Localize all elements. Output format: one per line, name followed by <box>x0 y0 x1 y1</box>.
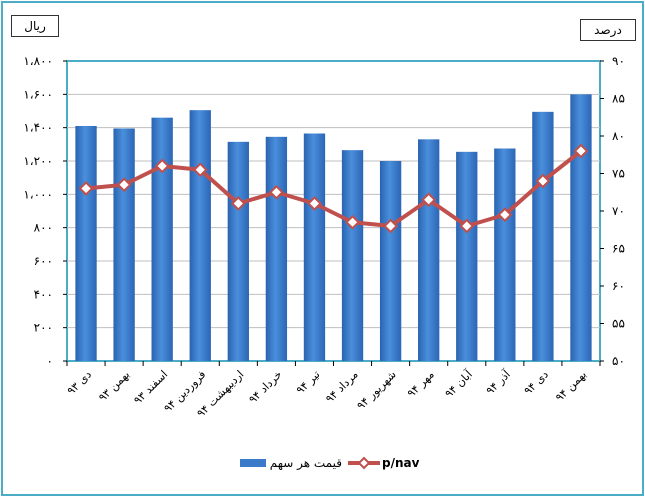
right-tick-label: ۷۵ <box>612 167 625 181</box>
left-tick-label: ۱،۰۰۰ <box>23 187 53 201</box>
pnav-point <box>230 196 246 211</box>
bar <box>75 126 97 361</box>
bar <box>494 148 516 361</box>
category-label: خرداد ۹۴ <box>246 368 284 406</box>
category-label: شهریور ۹۴ <box>354 368 398 412</box>
pnav-point <box>383 218 399 234</box>
pnav-point <box>497 207 513 223</box>
left-tick-label: ۴۰۰ <box>34 287 53 301</box>
left-tick-label: ۱،۴۰۰ <box>23 121 53 135</box>
left-tick-label: ۱،۶۰۰ <box>23 87 53 101</box>
right-tick-label: ۸۵ <box>612 92 625 106</box>
legend-line-label: p/nav <box>382 456 420 470</box>
bar <box>532 111 554 361</box>
pnav-point <box>268 184 284 200</box>
legend-bar-label: قیمت هر سهم <box>270 456 342 471</box>
category-label: آبان ۹۴ <box>442 367 476 401</box>
bar <box>303 133 326 361</box>
pnav-point <box>535 173 551 189</box>
bar <box>189 110 211 362</box>
right-tick-label: ۶۵ <box>612 242 625 256</box>
pnav-point <box>192 162 208 178</box>
pnav-point <box>307 196 322 211</box>
left-tick-label: ۶۰۰ <box>34 254 53 268</box>
category-label: اسفند ۹۳ <box>131 368 170 407</box>
bar <box>341 150 364 361</box>
right-tick-label: ۵۵ <box>612 317 625 331</box>
bar <box>227 141 249 361</box>
legend-line-marker <box>357 456 371 470</box>
bar <box>456 151 478 361</box>
category-label: بهمن ۹۴ <box>553 368 589 404</box>
category-label: مرداد ۹۴ <box>323 368 361 406</box>
bar <box>418 139 440 361</box>
left-tick-label: ۲۰۰ <box>34 321 53 335</box>
legend-bar-swatch <box>240 459 266 467</box>
pnav-point <box>573 143 589 159</box>
category-label: مهر ۹۴ <box>405 368 437 400</box>
right-tick-label: ۵۰ <box>612 354 625 368</box>
category-label: دی ۹۴ <box>521 368 551 398</box>
pnav-point <box>78 181 94 196</box>
pnav-point <box>116 177 132 193</box>
pnav-point <box>421 192 437 208</box>
bar <box>151 117 173 362</box>
pnav-point <box>459 218 475 234</box>
category-label: آذر ۹۴ <box>483 367 514 398</box>
left-tick-label: ۱،۲۰۰ <box>23 154 53 168</box>
bar <box>379 161 402 361</box>
category-label: بهمن ۹۳ <box>96 368 132 404</box>
pnav-point <box>154 158 170 174</box>
pnav-point <box>345 214 360 230</box>
bar <box>113 128 135 361</box>
bar <box>570 94 592 361</box>
right-tick-label: ۸۰ <box>612 129 625 143</box>
right-tick-label: ۷۰ <box>612 204 625 218</box>
category-label: دی ۹۳ <box>65 368 95 398</box>
bar <box>265 136 288 361</box>
left-tick-label: ۰ <box>47 354 53 368</box>
left-axis-unit: ریال <box>11 15 59 37</box>
right-tick-label: ۶۰ <box>612 279 625 293</box>
right-axis-unit: درصد <box>580 19 636 41</box>
category-label: تیر ۹۴ <box>294 368 323 397</box>
right-tick-label: ۹۰ <box>612 54 625 68</box>
left-tick-label: ۸۰۰ <box>34 221 53 235</box>
left-tick-label: ۱،۸۰۰ <box>23 54 53 68</box>
